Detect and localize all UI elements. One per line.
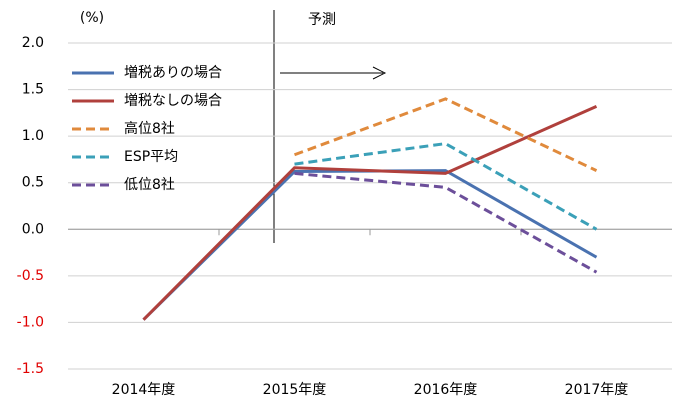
legend-label: 増税ありの場合 [124, 65, 222, 81]
legend-label: 低位8社 [124, 177, 175, 193]
legend-label: ESP平均 [124, 149, 178, 165]
y-tick-label: 2.0 [22, 35, 44, 51]
x-tick-label: 2014年度 [112, 382, 176, 398]
x-tick-label: 2015年度 [263, 382, 327, 398]
legend-label: 高位8社 [124, 120, 175, 137]
series-line [294, 171, 598, 274]
y-tick-label: 0.5 [22, 175, 44, 191]
series-line [142, 104, 598, 321]
y-tick-label: 1.0 [22, 128, 44, 144]
y-tick-label: -1.5 [17, 361, 44, 377]
y-tick-label: 0.0 [22, 221, 44, 237]
y-tick-label: -0.5 [17, 268, 44, 284]
forecast-label: 予測 [308, 12, 336, 28]
forecast-arrowhead [372, 66, 387, 80]
series-line [293, 97, 598, 172]
x-tick-label: 2017年度 [565, 382, 629, 398]
x-tick-label: 2016年度 [414, 382, 478, 398]
y-tick-label: 1.5 [22, 82, 44, 98]
y-axis-label: (%) [80, 10, 104, 26]
series-line [142, 169, 598, 321]
legend-label: 増税なしの場合 [124, 93, 222, 109]
series-line [294, 142, 598, 231]
y-tick-label: -1.0 [17, 314, 44, 330]
